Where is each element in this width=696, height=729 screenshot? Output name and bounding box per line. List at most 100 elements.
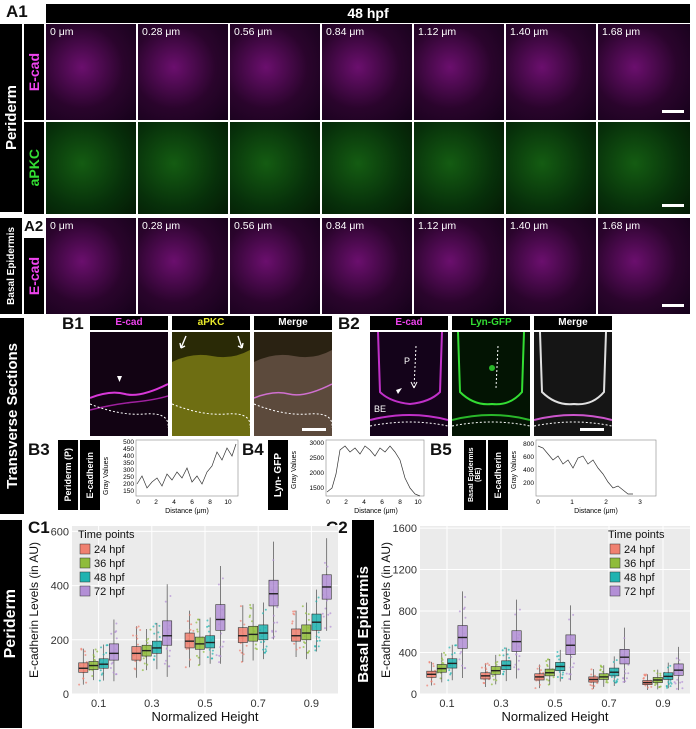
jitter-point <box>94 648 97 651</box>
legend-entry: 48 hpf <box>94 572 126 584</box>
b3-xtick: 4 <box>172 499 176 506</box>
jitter-point <box>99 669 102 672</box>
slice-depth: 0 μm <box>50 220 74 232</box>
jitter-point <box>599 668 602 671</box>
jitter-point <box>324 627 327 630</box>
b4-trace <box>326 445 421 497</box>
jitter-point <box>222 640 225 643</box>
y-axis-label: E-cadherin Levels (in AU) <box>379 542 393 678</box>
jitter-point <box>561 673 564 676</box>
b4-row-label: Lyn- GFP <box>272 452 284 498</box>
jitter-point <box>451 653 454 656</box>
jitter-point <box>495 663 498 666</box>
b1-ecad-header-text: E-cad <box>115 317 143 328</box>
jitter-point <box>485 670 488 673</box>
jitter-point <box>85 681 88 684</box>
scale-bar <box>662 110 684 113</box>
jitter-point <box>542 671 545 674</box>
y-tick-label: 0 <box>63 689 69 701</box>
jitter-point <box>164 600 167 603</box>
jitter-point <box>557 654 560 657</box>
jitter-point <box>538 683 541 686</box>
jitter-point <box>614 681 617 684</box>
slice-depth: 0.56 μm <box>234 26 273 38</box>
b5-row-bar-1: Basal Epidermis (BE) <box>464 440 486 510</box>
legend-swatch <box>79 585 91 597</box>
basal-marker: BE <box>374 404 386 414</box>
x-tick-label: 0.5 <box>197 698 212 710</box>
arrowhead-icon <box>117 376 122 382</box>
jitter-point <box>321 612 324 615</box>
jitter-point <box>622 677 625 680</box>
jitter-point <box>135 634 138 637</box>
b5-ytick: 600 <box>523 454 534 461</box>
jitter-point <box>318 639 321 642</box>
jitter-point <box>273 635 276 638</box>
jitter-point <box>461 664 464 667</box>
jitter-point <box>105 651 108 654</box>
jitter-point <box>669 664 672 667</box>
jitter-point <box>133 667 136 670</box>
box-72-hpf <box>162 620 173 646</box>
x-tick-label: 0.3 <box>144 698 159 710</box>
scale-bar <box>662 204 684 207</box>
a2-ecad-slice: 0.28 μm <box>138 218 230 314</box>
jitter-point <box>515 653 518 656</box>
jitter-point <box>650 685 653 688</box>
jitter-point <box>308 650 311 653</box>
jitter-point <box>165 647 168 650</box>
jitter-point <box>197 656 200 659</box>
jitter-point <box>518 608 521 611</box>
b2-lyn-header: Lyn-GFP <box>452 316 530 330</box>
b3-row-bar-2: E-cadherin <box>80 440 100 510</box>
legend-entry: 72 hpf <box>624 586 656 598</box>
jitter-point <box>316 639 319 642</box>
jitter-point <box>146 641 149 644</box>
jitter-point <box>656 672 659 675</box>
jitter-point <box>460 650 463 653</box>
b5-ytick: 400 <box>523 467 534 474</box>
jitter-point <box>513 666 516 669</box>
b3-row-label-2: E-cadherin <box>85 451 95 499</box>
jitter-point <box>613 679 616 682</box>
a2-ecad-slice: 0.84 μm <box>322 218 414 314</box>
jitter-point <box>242 653 245 656</box>
b5-trace <box>537 445 633 495</box>
jitter-point <box>112 671 115 674</box>
jitter-point <box>271 636 274 639</box>
periderm-side-label: Periderm <box>2 85 20 151</box>
slice-depth: 1.12 μm <box>418 26 457 38</box>
jitter-point <box>264 648 267 651</box>
periderm-c-side-label: Periderm <box>2 589 19 659</box>
jitter-point <box>157 631 160 634</box>
jitter-point <box>168 649 171 652</box>
jitter-point <box>623 668 626 671</box>
slice-depth: 0.28 μm <box>142 220 181 232</box>
jitter-point <box>219 655 222 658</box>
jitter-point <box>135 626 138 629</box>
b5-yticks: 800 600 400 200 <box>523 441 534 487</box>
x-tick-label: 0.1 <box>91 698 106 710</box>
jitter-point <box>102 653 105 656</box>
a2-ecad-slice: 1.12 μm <box>414 218 506 314</box>
jitter-point <box>675 657 678 660</box>
jitter-point <box>314 649 317 652</box>
jitter-point <box>659 674 662 677</box>
jitter-point <box>221 645 224 648</box>
b3-ytick: 350 <box>123 460 134 467</box>
b2-merge-image <box>534 332 612 436</box>
b4-ytick: 2000 <box>310 470 325 477</box>
arrow-icon <box>237 335 244 349</box>
jitter-point <box>152 625 155 628</box>
a1-apkc-strip <box>46 122 690 214</box>
jitter-point <box>464 616 467 619</box>
b2-ecad-header: E-cad <box>370 316 448 330</box>
jitter-point <box>111 661 114 664</box>
jitter-point <box>314 645 317 648</box>
b4-profile-plot: Gray Values 3000 2500 2000 1500 0 2 4 6 … <box>291 439 425 515</box>
jitter-point <box>498 654 501 657</box>
jitter-point <box>272 614 275 617</box>
jitter-point <box>673 681 676 684</box>
jitter-point <box>195 654 198 657</box>
jitter-point <box>169 595 172 598</box>
